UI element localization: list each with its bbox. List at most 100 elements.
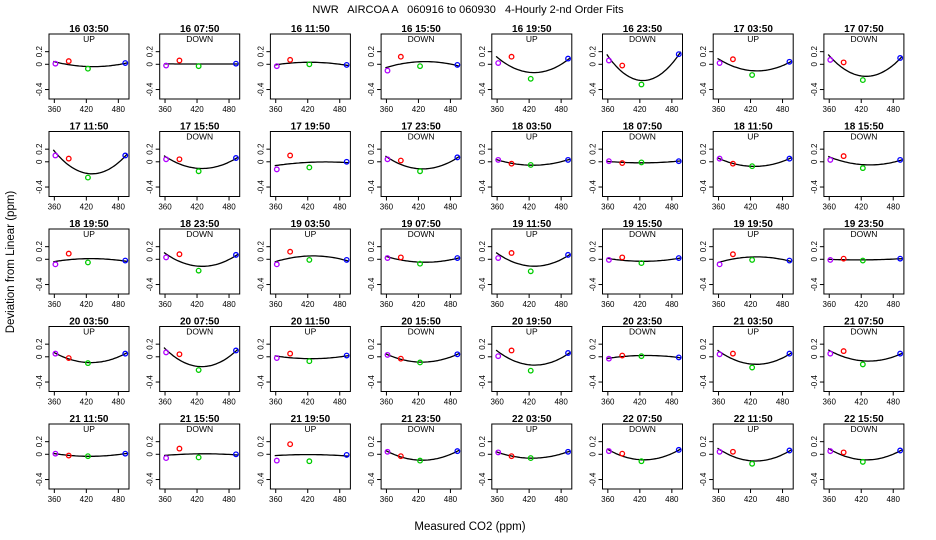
data-point (52, 152, 59, 159)
data-point (343, 61, 350, 68)
fit-curve (717, 447, 792, 462)
data-point (840, 348, 847, 355)
panel-direction: DOWN (850, 229, 877, 239)
y-tick-label: 0.2 (367, 46, 376, 58)
x-tick-label: 480 (333, 398, 347, 407)
y-tick-label: -0.4 (367, 375, 376, 389)
panel-direction: UP (747, 34, 759, 44)
y-tick-label: -0.4 (810, 82, 819, 96)
y-tick-label: -0.4 (367, 82, 376, 96)
y-tick-label: -0.4 (699, 375, 708, 389)
fit-curve (606, 448, 682, 461)
data-point (397, 53, 404, 60)
panel-frame (712, 33, 794, 100)
data-point (397, 157, 404, 164)
data-point (527, 268, 534, 275)
y-tick-label: 0 (699, 257, 708, 262)
y-tick-label: 0.2 (699, 46, 708, 58)
data-point (508, 250, 515, 256)
data-point (638, 81, 645, 88)
data-point (495, 60, 502, 66)
panel-frame (159, 423, 241, 490)
data-point (897, 156, 904, 163)
fit-curve (606, 51, 682, 82)
y-tick-label: 0.2 (146, 436, 155, 448)
data-point (716, 155, 723, 162)
data-point (619, 160, 626, 167)
y-tick-label: -0.4 (146, 180, 155, 194)
fit-curve (274, 161, 349, 167)
data-point (195, 367, 202, 373)
y-tick-label: 0 (256, 159, 265, 164)
y-tick-label: -0.4 (589, 472, 598, 486)
data-point (605, 158, 612, 165)
data-point (827, 448, 834, 455)
x-tick-label: 480 (665, 495, 679, 504)
data-point (897, 255, 904, 262)
x-tick-label: 480 (222, 203, 236, 212)
x-tick-label: 360 (48, 300, 62, 309)
panel-frame (159, 228, 241, 295)
panel-title: 20 03:50 (69, 317, 109, 328)
panel-frame (48, 131, 130, 197)
y-tick-label: -0.4 (478, 472, 487, 486)
data-point (859, 77, 866, 84)
fit-curve (717, 256, 792, 264)
panel-title: 19 15:50 (623, 219, 663, 230)
data-point (384, 67, 391, 74)
y-tick-label: -0.4 (478, 82, 487, 96)
data-point (897, 350, 904, 357)
fit-curve (274, 453, 349, 457)
x-tick-label: 420 (522, 495, 536, 504)
data-point (786, 350, 793, 357)
fit-curve (717, 349, 792, 365)
data-point (508, 347, 515, 354)
y-tick-label: -0.4 (478, 277, 487, 291)
data-point (122, 450, 129, 457)
panel-title: 17 07:50 (844, 24, 884, 35)
panel-frame (823, 423, 905, 490)
panel-direction: UP (83, 229, 95, 239)
panel-title: 18 11:50 (734, 122, 773, 133)
data-point (84, 65, 91, 72)
x-tick-label: 420 (744, 105, 758, 114)
panel-title: 16 15:50 (401, 24, 441, 35)
y-tick-label: -0.4 (810, 375, 819, 389)
data-point (454, 255, 461, 261)
x-tick-label: 360 (601, 398, 615, 407)
x-tick-label: 360 (490, 495, 504, 504)
data-point (729, 56, 736, 63)
fit-curve (52, 351, 128, 364)
data-point (176, 156, 183, 163)
panel-direction: DOWN (186, 34, 213, 44)
x-tick-label: 420 (80, 495, 94, 504)
x-tick-label: 360 (269, 300, 283, 309)
y-tick-label: 0 (478, 452, 487, 457)
panel-direction: DOWN (186, 424, 213, 434)
x-tick-label: 480 (444, 203, 458, 212)
data-point (65, 58, 72, 65)
y-tick-label: 0.2 (589, 338, 598, 350)
y-tick-label: 0 (810, 62, 819, 67)
x-tick-label: 360 (823, 300, 837, 309)
panel-direction: DOWN (186, 229, 213, 239)
x-tick-label: 420 (301, 398, 315, 407)
panel-direction: UP (747, 327, 759, 337)
x-tick-label: 480 (222, 105, 236, 114)
y-tick-label: 0 (256, 62, 265, 67)
y-tick-label: 0 (35, 257, 44, 262)
panel-title: 20 15:50 (401, 317, 441, 328)
x-tick-label: 420 (633, 398, 647, 407)
data-point (306, 164, 313, 171)
fit-curve (606, 257, 682, 262)
x-tick-label: 420 (412, 105, 426, 114)
data-point (495, 353, 502, 360)
